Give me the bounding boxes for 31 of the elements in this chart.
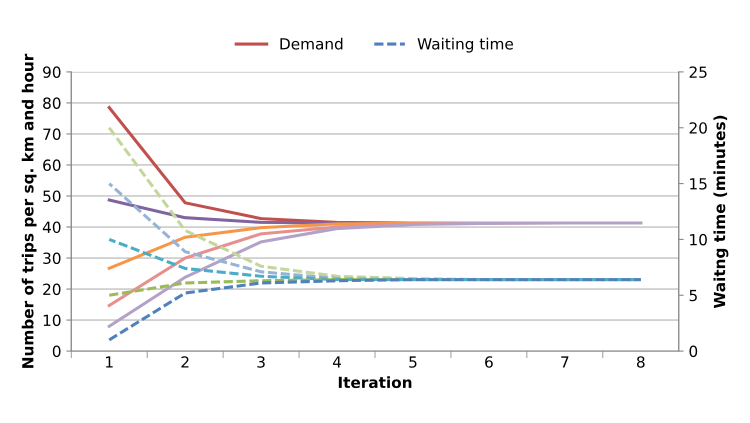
y-tick-label: 80: [43, 97, 61, 109]
x-tick-label: 6: [485, 356, 493, 368]
y-tick-label: 20: [43, 284, 61, 296]
legend-label: Waiting time: [418, 38, 514, 53]
y2-tick-label: 0: [689, 346, 698, 358]
x-tick-label: 1: [106, 356, 113, 368]
line-series: [108, 221, 642, 328]
line-series: [108, 278, 642, 342]
x-tick-label: 2: [181, 356, 188, 368]
y2-tick-label: 20: [690, 122, 707, 134]
y-tick-label: 60: [43, 159, 61, 171]
y-axis-title: Number of trips per sq. km and hour: [22, 54, 37, 368]
x-axis-title: Iteration: [338, 376, 412, 388]
y2-tick-label: 10: [690, 234, 707, 246]
x-tick-label: 8: [636, 356, 645, 368]
y2-tick-label: 5: [690, 290, 697, 302]
y-tick-label: 50: [43, 190, 61, 202]
y-tick-label: 90: [43, 66, 61, 78]
y-tick-label: 0: [52, 346, 61, 358]
y2-tick-label: 15: [690, 178, 707, 190]
x-tick-label: 4: [332, 356, 342, 368]
y2-axis-title: Waitng time (minutes): [713, 116, 728, 308]
y-tick-label: 10: [44, 314, 61, 326]
x-tick-label: 5: [409, 356, 416, 368]
x-tick-label: 3: [257, 356, 265, 368]
y-tick-label: 70: [43, 128, 61, 140]
x-tick-label: 7: [561, 356, 568, 368]
y-tick-label: 30: [43, 252, 61, 264]
legend-label: Demand: [280, 38, 342, 50]
y-tick-label: 40: [42, 221, 61, 234]
y2-tick-label: 25: [690, 66, 707, 78]
